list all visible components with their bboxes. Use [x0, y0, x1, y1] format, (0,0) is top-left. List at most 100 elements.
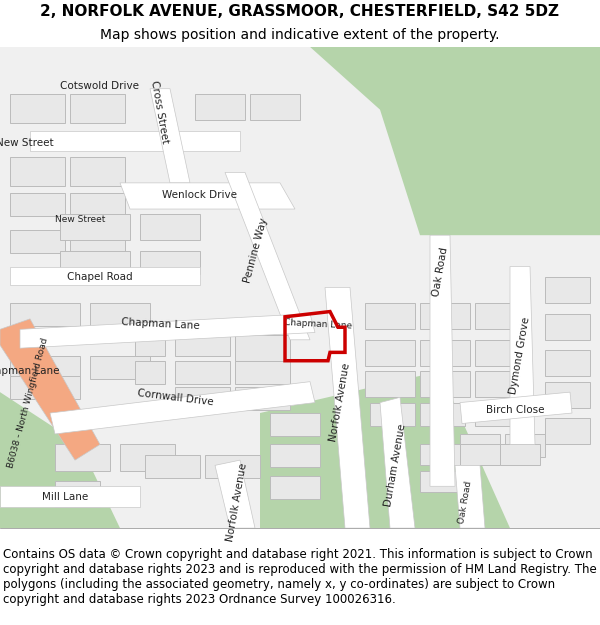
Bar [90, 303, 150, 326]
Bar [145, 455, 200, 478]
Bar [60, 214, 130, 241]
Polygon shape [430, 235, 455, 486]
Bar [365, 340, 415, 366]
Bar [140, 214, 200, 241]
Polygon shape [0, 319, 100, 460]
Text: Chapel Road: Chapel Road [67, 272, 133, 282]
Bar [10, 230, 65, 253]
Text: Cotswold Drive: Cotswold Drive [61, 81, 139, 91]
Text: Wenlock Drive: Wenlock Drive [163, 191, 238, 201]
Text: Cross Street: Cross Street [149, 79, 170, 144]
Text: Mill Lane: Mill Lane [42, 492, 88, 502]
Bar [270, 413, 320, 436]
Text: New Street: New Street [55, 215, 105, 224]
Bar [135, 329, 165, 356]
Bar [420, 402, 465, 426]
Text: Oak Road: Oak Road [457, 480, 473, 524]
Polygon shape [20, 314, 315, 348]
Polygon shape [150, 89, 190, 183]
Bar [545, 382, 590, 408]
Bar [545, 418, 590, 444]
Bar [420, 371, 470, 398]
Bar [70, 94, 125, 123]
Bar [235, 334, 290, 361]
Polygon shape [380, 398, 415, 528]
Bar [195, 94, 245, 120]
Text: Map shows position and indicative extent of the property.: Map shows position and indicative extent… [100, 28, 500, 42]
Bar [475, 303, 525, 329]
Bar [60, 251, 130, 274]
Text: New Street: New Street [0, 138, 54, 148]
Polygon shape [30, 131, 240, 151]
Text: Chapman Lane: Chapman Lane [121, 317, 199, 331]
Bar [365, 371, 415, 398]
Text: Chapman Lane: Chapman Lane [284, 318, 352, 331]
Text: Norfolk Avenue: Norfolk Avenue [225, 462, 249, 542]
Bar [420, 340, 470, 366]
Text: Durham Avenue: Durham Avenue [383, 423, 407, 508]
Bar [120, 444, 175, 471]
Bar [235, 387, 290, 410]
Bar [235, 361, 290, 384]
Polygon shape [50, 382, 315, 434]
Bar [475, 371, 525, 398]
Bar [420, 471, 460, 491]
Text: Oak Road: Oak Road [431, 246, 449, 298]
Text: Norfolk Avenue: Norfolk Avenue [328, 362, 352, 442]
Bar [70, 230, 125, 253]
Bar [175, 329, 230, 356]
Bar [460, 444, 500, 466]
Polygon shape [510, 267, 535, 444]
Polygon shape [325, 288, 370, 528]
Bar [460, 434, 500, 457]
Bar [420, 303, 470, 329]
Bar [545, 277, 590, 303]
Polygon shape [120, 183, 295, 209]
Bar [55, 444, 110, 471]
Bar [135, 361, 165, 384]
Polygon shape [10, 267, 200, 286]
Text: Birch Close: Birch Close [486, 405, 544, 415]
Bar [10, 193, 65, 216]
Bar [90, 356, 150, 379]
Bar [270, 476, 320, 499]
Bar [545, 350, 590, 376]
Polygon shape [225, 173, 310, 340]
Bar [475, 340, 525, 366]
Text: Cornwall Drive: Cornwall Drive [136, 388, 214, 407]
Text: Contains OS data © Crown copyright and database right 2021. This information is : Contains OS data © Crown copyright and d… [3, 548, 597, 606]
Bar [55, 481, 100, 508]
Bar [250, 94, 300, 120]
Polygon shape [215, 460, 255, 528]
Bar [10, 94, 65, 123]
Bar [10, 157, 65, 186]
Bar [175, 361, 230, 384]
Text: Dymond Grove: Dymond Grove [508, 316, 532, 395]
Text: Chapman Lane: Chapman Lane [0, 366, 59, 376]
Bar [205, 455, 260, 478]
Polygon shape [260, 371, 510, 528]
Bar [475, 402, 520, 426]
Polygon shape [0, 392, 120, 528]
Polygon shape [0, 486, 140, 508]
Polygon shape [310, 47, 600, 235]
Bar [370, 402, 415, 426]
Polygon shape [455, 466, 485, 528]
Bar [545, 314, 590, 340]
Text: B6038 - North Wingfield Road: B6038 - North Wingfield Road [6, 336, 50, 469]
Text: 2, NORFOLK AVENUE, GRASSMOOR, CHESTERFIELD, S42 5DZ: 2, NORFOLK AVENUE, GRASSMOOR, CHESTERFIE… [41, 4, 560, 19]
Bar [365, 303, 415, 329]
Bar [420, 444, 460, 466]
Bar [10, 376, 80, 399]
Polygon shape [460, 392, 572, 424]
Bar [70, 193, 125, 216]
Bar [70, 157, 125, 186]
Bar [140, 251, 200, 274]
Text: Pennine Way: Pennine Way [242, 217, 269, 284]
Bar [10, 303, 80, 326]
Bar [10, 356, 80, 379]
Bar [175, 387, 230, 410]
Bar [500, 444, 540, 466]
Bar [505, 434, 545, 457]
Bar [270, 444, 320, 468]
